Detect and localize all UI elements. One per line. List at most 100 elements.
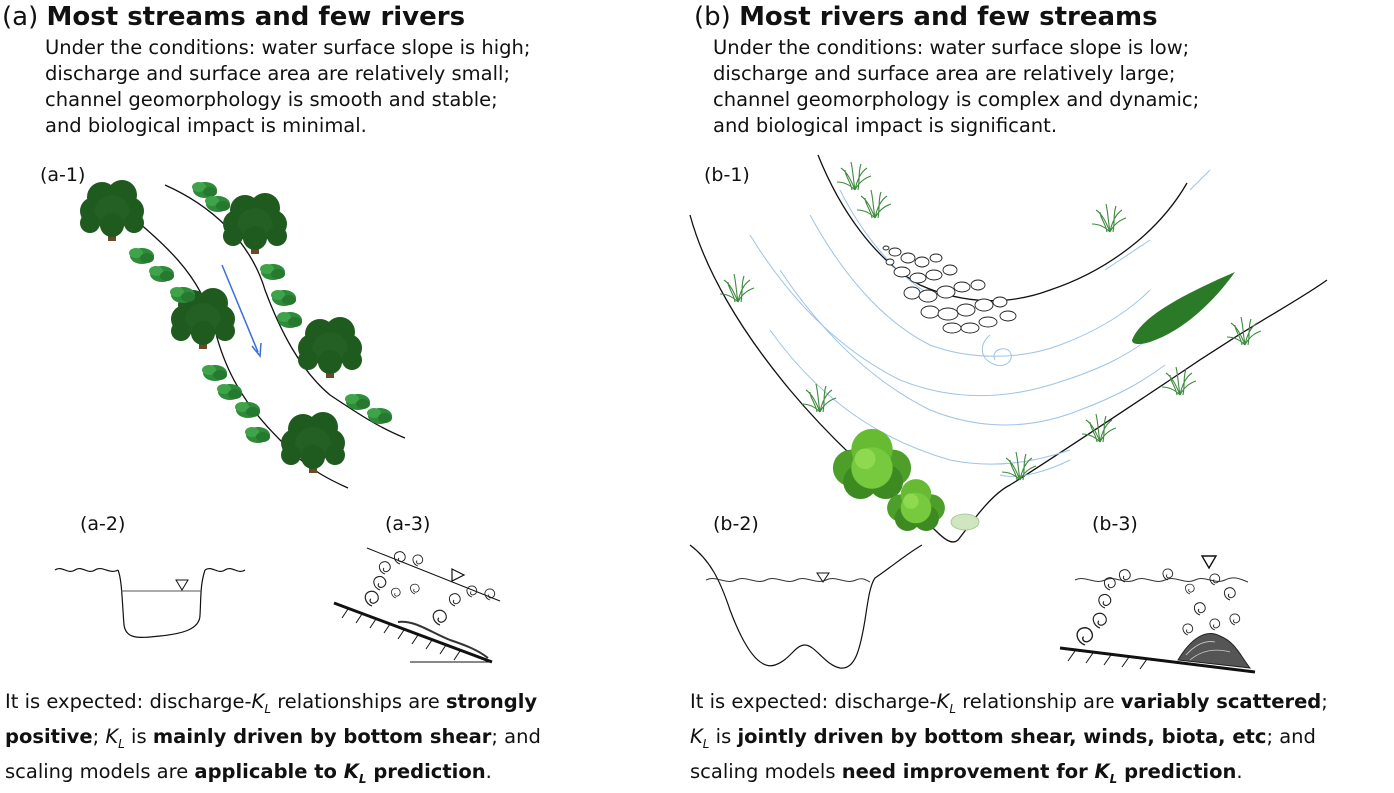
tree-icon — [223, 193, 287, 254]
slope-bed — [1059, 646, 1256, 674]
grass-icon — [1091, 203, 1127, 233]
l-subscript: L — [264, 701, 272, 716]
bold-text: variably scattered — [1120, 690, 1322, 713]
k-symbol: K — [251, 690, 265, 713]
panel-b: (b) Most rivers and few streams Under th… — [689, 0, 1394, 786]
shrub-icon — [202, 365, 227, 381]
k-symbol: K — [343, 759, 359, 783]
label-a2: (a-2) — [80, 513, 126, 535]
expectation-line-2: KL is jointly driven by bottom shear, wi… — [690, 723, 1328, 758]
shrub-icon — [129, 248, 154, 264]
channel-profile — [689, 544, 923, 669]
bush-icon — [832, 428, 912, 500]
text: relationship are — [956, 690, 1121, 713]
panel-a: (a) Most streams and few rivers Under th… — [0, 0, 690, 786]
label-b3: (b-3) — [1092, 513, 1138, 535]
l-subscript: L — [949, 701, 957, 716]
expectation-line-3: scaling models need improvement for KL p… — [690, 758, 1328, 793]
water-level-triangle — [175, 579, 189, 591]
sediment-patch — [950, 513, 980, 531]
tree-icon — [281, 412, 345, 473]
bold-text: applicable to — [194, 759, 344, 783]
grass-icon — [856, 189, 892, 219]
bank-ground-left — [54, 567, 119, 573]
label-b1: (b-1) — [704, 164, 750, 186]
bold-text: positive — [5, 724, 93, 748]
flow-arrow-head — [251, 342, 262, 358]
condition-line: channel geomorphology is smooth and stab… — [45, 88, 498, 111]
tree-icon — [298, 317, 362, 378]
channel-profile — [117, 569, 206, 638]
shrub-icon — [205, 196, 230, 212]
panel-a-letter: (a) — [2, 2, 39, 32]
condition-line: channel geomorphology is complex and dyn… — [713, 88, 1200, 111]
bold-text: jointly driven by bottom shear, winds, b… — [737, 724, 1267, 748]
expectation-line-1: It is expected: discharge-KL relationshi… — [5, 688, 541, 723]
flow-arrow — [221, 264, 259, 353]
water-level-triangle — [1200, 555, 1218, 570]
inner-bank-line — [817, 154, 1188, 302]
panel-a-header: (a) Most streams and few rivers — [2, 2, 465, 32]
flow-lines — [749, 169, 1211, 477]
text: It is expected: discharge- — [690, 690, 937, 713]
slope-water-surface — [366, 547, 501, 602]
text: . — [485, 759, 492, 783]
bold-text: need improvement for — [841, 759, 1095, 783]
panel-b-title: Most rivers and few streams — [739, 2, 1158, 32]
shrub-icon — [192, 182, 217, 198]
bed-sediment — [397, 620, 489, 659]
text: ; and — [491, 724, 541, 748]
outer-bank-line — [689, 214, 1328, 543]
k-symbol: K — [936, 690, 950, 713]
vegetation-patch — [1132, 272, 1235, 345]
water-level-triangle — [451, 568, 466, 582]
k-symbol: K — [1094, 759, 1110, 783]
bold-text: prediction — [1117, 759, 1237, 783]
text: scaling models are — [5, 759, 195, 783]
eddy-chain — [364, 551, 496, 626]
condition-line: discharge and surface area are relativel… — [713, 62, 1176, 85]
expectation-line-1: It is expected: discharge-KL relationshi… — [690, 688, 1328, 723]
condition-line: discharge and surface area are relativel… — [45, 62, 511, 85]
shrub-icon — [217, 384, 242, 400]
right-bank-line — [164, 184, 406, 439]
cobble-bar — [882, 245, 1017, 334]
grass-icon — [801, 383, 837, 413]
text: ; — [92, 724, 106, 748]
condition-line: Under the conditions: water surface slop… — [713, 36, 1190, 59]
k-symbol: K — [105, 724, 119, 748]
grass-icon — [1081, 413, 1117, 443]
panel-b-illustration — [689, 154, 1328, 674]
shrub-icon — [170, 287, 195, 303]
water-level-triangle — [816, 572, 830, 583]
condition-line: Under the conditions: water surface slop… — [45, 36, 531, 59]
water-surface — [705, 578, 871, 583]
panel-a-expectation: It is expected: discharge-KL relationshi… — [5, 688, 541, 793]
panel-a-illustration — [54, 180, 501, 664]
text: ; — [1321, 690, 1328, 713]
panel-b-conditions: Under the conditions: water surface slop… — [713, 35, 1199, 139]
bed-hatching — [341, 608, 461, 661]
shrub-icon — [149, 266, 174, 282]
text: It is expected: discharge- — [5, 690, 252, 713]
k-symbol: K — [690, 724, 703, 748]
text: relationships are — [271, 690, 446, 713]
expectation-line-2: positive; KL is mainly driven by bottom … — [5, 723, 541, 758]
panel-b-header: (b) Most rivers and few streams — [694, 2, 1158, 32]
grass-icon — [836, 161, 872, 191]
text: . — [1236, 759, 1243, 783]
shrub-icon — [260, 264, 285, 280]
shrub-icon — [245, 427, 270, 443]
condition-line: and biological impact is minimal. — [45, 114, 367, 137]
label-a1: (a-1) — [40, 164, 86, 186]
eddy-chain — [1076, 568, 1241, 646]
bed-hatching — [1067, 650, 1148, 670]
sediment-mound — [1177, 633, 1252, 669]
shrub-icon — [235, 402, 260, 418]
slope-bed — [333, 601, 493, 664]
condition-line: and biological impact is significant. — [713, 114, 1058, 137]
l-subscript: L — [702, 736, 710, 751]
label-a3: (a-3) — [385, 513, 431, 535]
bold-text: strongly — [445, 690, 538, 713]
text: ; and — [1266, 724, 1316, 748]
